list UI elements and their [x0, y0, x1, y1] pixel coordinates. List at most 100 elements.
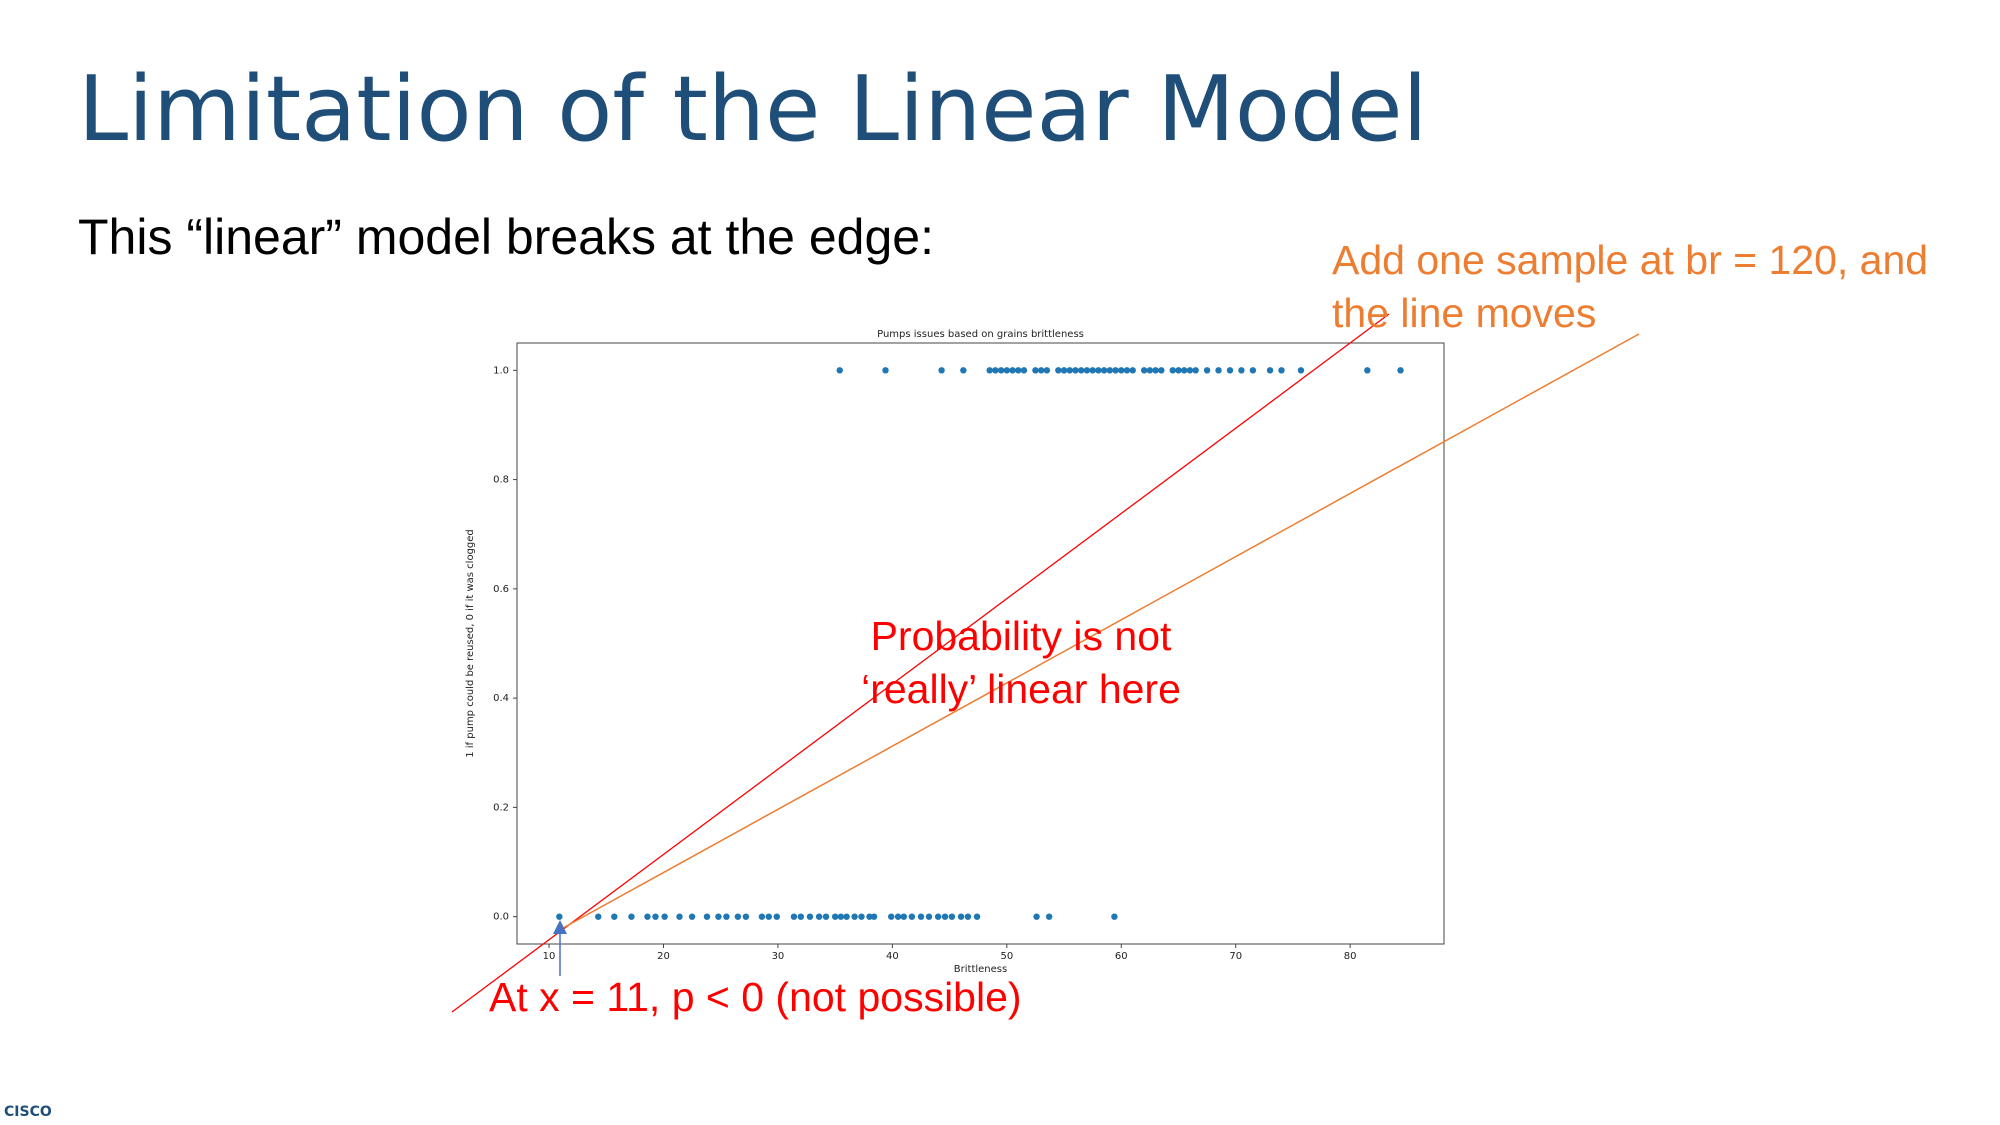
point: [1175, 367, 1182, 374]
point: [908, 913, 916, 920]
point: [1226, 367, 1234, 374]
point: [806, 913, 814, 920]
point: [1009, 367, 1016, 374]
point: [765, 913, 772, 920]
x-tick-label: 70: [1229, 951, 1242, 962]
point: [1106, 367, 1114, 374]
point: [882, 367, 889, 374]
y-axis-label: 1 if pump could be reused, 0 if it was c…: [465, 529, 476, 758]
point: [1249, 367, 1257, 374]
point: [556, 913, 563, 920]
slide-title: Limitation of the Linear Model: [78, 57, 1427, 162]
annotation: the line moves: [1332, 290, 1596, 336]
subtitle: This “linear” model breaks at the edge:: [78, 209, 934, 265]
y-tick-label: 0.0: [493, 912, 509, 923]
point: [934, 913, 942, 920]
point: [831, 913, 839, 920]
point: [1045, 913, 1053, 920]
point: [960, 367, 967, 374]
point: [870, 913, 878, 920]
point: [851, 913, 858, 920]
point: [957, 913, 965, 920]
point: [1066, 367, 1073, 374]
point: [1181, 367, 1188, 374]
point: [1060, 367, 1068, 374]
point: [652, 913, 659, 920]
point: [1192, 367, 1199, 374]
point: [822, 913, 830, 920]
point: [1266, 367, 1274, 374]
point: [900, 913, 908, 920]
point: [1083, 367, 1091, 374]
point: [611, 913, 618, 920]
point: [790, 913, 798, 920]
point: [815, 913, 823, 920]
point: [941, 913, 949, 920]
point: [986, 367, 993, 374]
point: [1043, 367, 1051, 374]
x-tick-label: 50: [1000, 951, 1013, 962]
point: [1129, 367, 1136, 374]
y-tick-label: 0.8: [493, 475, 509, 486]
point: [925, 913, 933, 920]
point: [858, 913, 865, 920]
point: [1003, 367, 1011, 374]
annotation: At x = 11, p < 0 (not possible): [489, 974, 1022, 1020]
point: [1032, 367, 1039, 374]
point: [703, 913, 711, 920]
point: [1203, 367, 1211, 374]
point: [723, 913, 730, 920]
point: [1123, 367, 1131, 374]
point: [948, 913, 956, 920]
x-axis-label: Brittleness: [954, 964, 1007, 975]
moved-fit-line: [562, 333, 1640, 929]
point: [888, 913, 895, 920]
point: [917, 913, 925, 920]
point: [1169, 367, 1176, 374]
point: [997, 367, 1005, 374]
point: [1078, 367, 1085, 374]
point: [938, 367, 945, 374]
point: [742, 913, 750, 920]
point: [1364, 367, 1371, 374]
point: [836, 367, 843, 374]
point: [1015, 367, 1022, 374]
x-tick-label: 40: [886, 951, 899, 962]
y-tick-label: 0.6: [493, 584, 509, 595]
point: [676, 913, 683, 920]
point: [1111, 913, 1118, 920]
point: [628, 913, 635, 920]
point: [644, 913, 651, 920]
point: [661, 913, 668, 920]
plot-frame: [516, 342, 1445, 945]
point: [837, 913, 845, 920]
x-tick-label: 10: [543, 951, 556, 962]
point: [1238, 367, 1245, 374]
point: [1186, 367, 1194, 374]
fit-line: [451, 313, 1390, 1013]
point: [1397, 367, 1404, 374]
x-tick-label: 20: [657, 951, 670, 962]
point: [797, 913, 805, 920]
point: [1095, 367, 1102, 374]
y-tick-label: 0.4: [493, 693, 509, 704]
point: [1278, 367, 1285, 374]
point: [1297, 367, 1305, 374]
point: [1089, 367, 1096, 374]
point: [688, 913, 696, 920]
chart-title: Pumps issues based on grains brittleness: [877, 329, 1084, 340]
annotation: ‘really’ linear here: [861, 666, 1181, 712]
x-tick-label: 60: [1115, 951, 1128, 962]
x-tick-label: 30: [772, 951, 785, 962]
logo: CISCO: [4, 1104, 52, 1120]
point: [973, 913, 981, 920]
point: [1118, 367, 1125, 374]
point: [1140, 367, 1148, 374]
x-tick-label: 80: [1344, 951, 1357, 962]
arrow-head: [553, 920, 567, 934]
chart: Pumps issues based on grains brittleness…: [465, 329, 1445, 975]
y-tick-label: 1.0: [493, 365, 509, 376]
annotation: Probability is not: [871, 613, 1172, 659]
